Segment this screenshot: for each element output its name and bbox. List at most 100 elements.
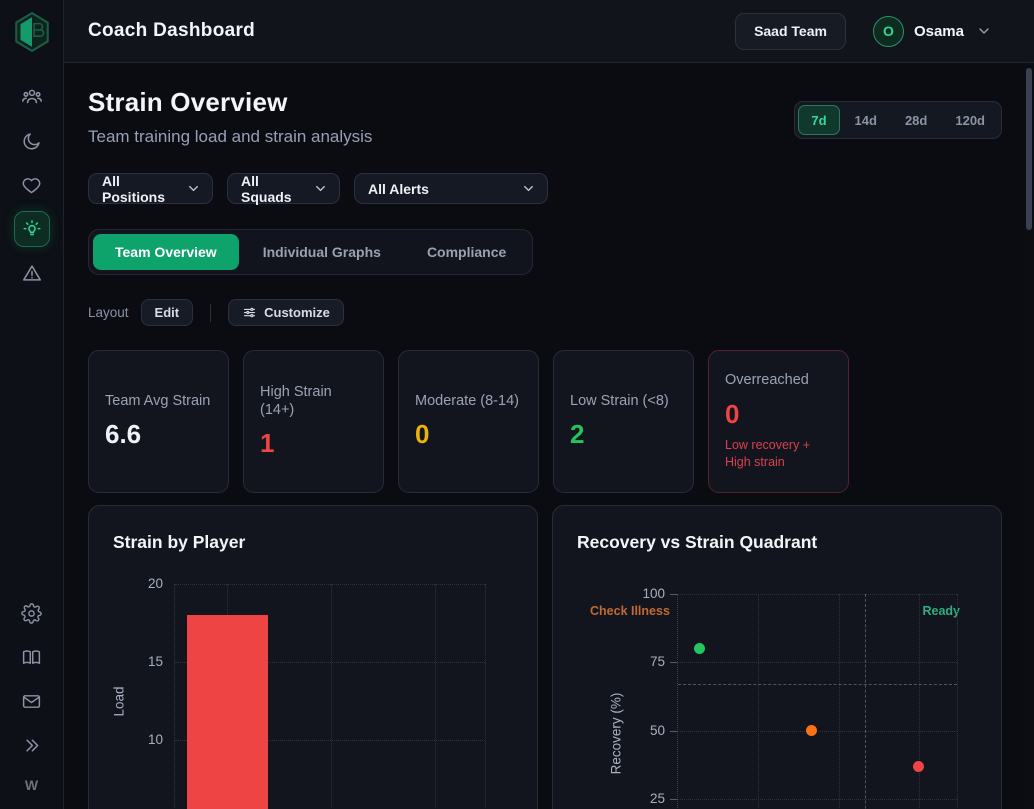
y-tick: 20: [89, 576, 163, 591]
gridline: [919, 594, 920, 809]
tick-mark: [670, 799, 677, 800]
chart-title: Strain by Player: [113, 532, 245, 553]
stat-value: 0: [725, 399, 832, 430]
moon-icon: [21, 131, 42, 152]
recovery-strain-quadrant-chart: Recovery vs Strain Quadrant Recovery (%)…: [552, 505, 1002, 809]
divider: [210, 304, 211, 322]
chart-title: Recovery vs Strain Quadrant: [577, 532, 817, 553]
topbar: Coach Dashboard Saad Team O Osama: [64, 0, 1034, 63]
edit-layout-button[interactable]: Edit: [141, 299, 194, 326]
stat-value: 0: [415, 419, 522, 450]
stat-label: High Strain (14+): [260, 384, 367, 419]
scrollbar-track[interactable]: [1024, 63, 1034, 809]
mail-icon: [21, 691, 42, 712]
y-tick: 25: [553, 791, 665, 806]
sliders-icon: [242, 305, 257, 320]
gridline: [435, 584, 436, 809]
customize-label: Customize: [264, 305, 330, 320]
sidebar-footer-label: W: [25, 771, 38, 799]
filters-row: All Positions All Squads All Alerts: [88, 173, 1002, 204]
stat-card-team-avg-strain: Team Avg Strain 6.6: [88, 350, 229, 493]
y-axis-label: Load: [112, 672, 127, 732]
sidebar-item-playbook[interactable]: [14, 639, 50, 675]
heart-icon: [21, 175, 42, 196]
positions-select[interactable]: All Positions: [88, 173, 213, 204]
main-content: Strain Overview Team training load and s…: [64, 63, 1034, 809]
player-dot: [806, 725, 817, 736]
y-tick: 75: [553, 654, 665, 669]
stat-card-overreached: Overreached 0 Low recovery + High strain: [708, 350, 849, 493]
tab-team-overview[interactable]: Team Overview: [93, 234, 239, 270]
y-tick: 15: [89, 654, 163, 669]
range-14d-button[interactable]: 14d: [842, 105, 890, 135]
layout-label: Layout: [88, 305, 129, 320]
quadrant-label-check-illness: Check Illness: [590, 604, 670, 618]
customize-button[interactable]: Customize: [228, 299, 344, 326]
gridline: [839, 594, 840, 809]
sidebar-item-settings[interactable]: [14, 595, 50, 631]
app-title: Coach Dashboard: [88, 20, 255, 42]
page-title: Strain Overview: [88, 87, 372, 118]
chevron-down-icon: [521, 181, 536, 196]
stat-caption: Low recovery + High strain: [725, 437, 839, 471]
view-tabs: Team Overview Individual Graphs Complian…: [88, 229, 533, 275]
scrollbar-thumb[interactable]: [1026, 68, 1032, 230]
player-dot: [913, 761, 924, 772]
squads-select[interactable]: All Squads: [227, 173, 340, 204]
avatar: O: [873, 16, 904, 47]
page-header: Strain Overview Team training load and s…: [88, 87, 1002, 147]
stat-label: Low Strain (<8): [570, 393, 677, 410]
recovery-threshold-line: [678, 684, 957, 685]
alerts-select-value: All Alerts: [368, 181, 429, 197]
chevrons-right-icon: [21, 735, 42, 756]
range-120d-button[interactable]: 120d: [942, 105, 998, 135]
stat-card-moderate-strain: Moderate (8-14) 0: [398, 350, 539, 493]
gridline: [678, 662, 957, 663]
sidebar-item-sleep[interactable]: [14, 123, 50, 159]
strain-bar: [187, 615, 268, 809]
chevron-down-icon: [976, 23, 992, 39]
lightbulb-icon: [21, 218, 43, 240]
range-28d-button[interactable]: 28d: [892, 105, 940, 135]
tick-mark: [670, 662, 677, 663]
stat-value: 6.6: [105, 419, 212, 450]
gridline: [175, 584, 485, 585]
time-range-group: 7d 14d 28d 120d: [794, 101, 1002, 139]
strain-by-player-chart: Strain by Player Load 20 15 10: [88, 505, 538, 809]
page-subtitle: Team training load and strain analysis: [88, 127, 372, 147]
squads-select-value: All Squads: [241, 173, 313, 205]
book-icon: [21, 647, 42, 668]
users-icon: [21, 86, 43, 108]
strain-threshold-line: [865, 594, 866, 809]
y-tick: 50: [553, 723, 665, 738]
gear-icon: [21, 603, 42, 624]
tick-mark: [670, 731, 677, 732]
sidebar-item-messages[interactable]: [14, 683, 50, 719]
sidebar-item-team[interactable]: [14, 79, 50, 115]
range-7d-button[interactable]: 7d: [798, 105, 839, 135]
sidebar-item-insights[interactable]: [14, 211, 50, 247]
user-menu[interactable]: O Osama: [873, 16, 992, 47]
app-logo[interactable]: [13, 11, 51, 53]
stat-label: Overreached: [725, 372, 832, 389]
alerts-select[interactable]: All Alerts: [354, 173, 548, 204]
y-tick: 100: [553, 586, 665, 601]
chevron-down-icon: [186, 181, 201, 196]
y-tick: 10: [89, 732, 163, 747]
tab-individual-graphs[interactable]: Individual Graphs: [241, 234, 403, 270]
stat-card-low-strain: Low Strain (<8) 2: [553, 350, 694, 493]
sidebar-collapse-button[interactable]: [14, 727, 50, 763]
sidebar-item-wellness[interactable]: [14, 167, 50, 203]
tab-compliance[interactable]: Compliance: [405, 234, 528, 270]
sidebar-item-alerts[interactable]: [14, 255, 50, 291]
sidebar-nav: [14, 79, 50, 291]
charts-row: Strain by Player Load 20 15 10 Recovery vs…: [88, 505, 1002, 809]
stat-card-high-strain: High Strain (14+) 1: [243, 350, 384, 493]
stat-value: 1: [260, 428, 367, 459]
gridline: [678, 731, 957, 732]
gridline: [331, 584, 332, 809]
alert-triangle-icon: [21, 262, 43, 284]
tick-mark: [670, 594, 677, 595]
team-selector-button[interactable]: Saad Team: [735, 13, 846, 50]
gridline: [758, 594, 759, 809]
